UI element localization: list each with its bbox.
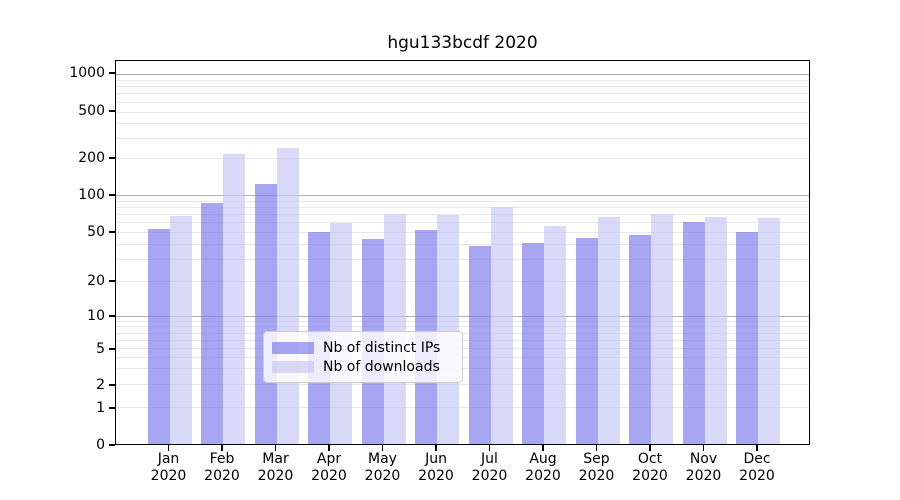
gridline-major <box>116 315 809 317</box>
legend-label-distinct-ips: Nb of distinct IPs <box>323 339 441 356</box>
gridline-minor <box>116 111 809 113</box>
y-tick-label: 0 <box>96 437 105 453</box>
legend-item-distinct-ips: Nb of distinct IPs <box>272 338 452 357</box>
x-tick-label-jun: Jun 2020 <box>418 451 454 484</box>
x-tick-label-oct: Oct 2020 <box>632 451 668 484</box>
y-tick-mark <box>109 157 115 159</box>
gridline-minor <box>116 137 809 139</box>
legend-swatch-distinct-ips <box>272 341 314 354</box>
gridline-minor <box>116 222 809 224</box>
gridline-minor <box>116 243 809 245</box>
x-tick-label-mar: Mar 2020 <box>257 451 294 484</box>
gridline-minor <box>116 326 809 328</box>
gridline-minor <box>116 320 809 322</box>
y-tick-mark <box>109 110 115 112</box>
gridline-minor <box>116 200 809 202</box>
bar-ips-jan <box>147 228 170 444</box>
bar-ips-feb <box>201 202 223 444</box>
x-tick-label-jan: Jan 2020 <box>150 451 187 484</box>
gridline-minor <box>116 207 809 209</box>
x-tick-mark <box>221 445 223 451</box>
bar-downloads-may <box>383 213 406 444</box>
x-tick-mark <box>488 445 491 451</box>
bar-ips-aug <box>522 242 544 444</box>
gridline-minor <box>116 280 809 282</box>
bar-downloads-mar <box>276 147 299 444</box>
gridline-major <box>116 195 809 197</box>
legend-label-downloads: Nb of downloads <box>323 358 440 375</box>
gridline-minor <box>116 214 809 216</box>
y-tick-mark <box>109 72 115 74</box>
gridline-minor <box>116 158 809 160</box>
y-tick-label: 5 <box>96 340 105 357</box>
y-tick-mark <box>109 444 115 446</box>
y-tick-label: 500 <box>78 103 105 119</box>
y-tick-mark <box>109 384 115 386</box>
y-tick-label: 200 <box>78 149 105 166</box>
x-tick-mark <box>435 445 437 451</box>
bar-ips-dec <box>736 232 758 444</box>
bar-downloads-jun <box>437 214 459 444</box>
bar-downloads-oct <box>651 213 673 444</box>
y-tick-mark <box>109 407 115 409</box>
x-tick-label-feb: Feb 2020 <box>204 451 240 484</box>
x-tick-mark <box>649 445 651 451</box>
x-tick-mark <box>328 445 330 451</box>
bar-ips-oct <box>629 235 651 444</box>
x-tick-mark <box>542 445 544 451</box>
bar-downloads-sep <box>597 217 620 444</box>
plot-area <box>115 60 810 445</box>
x-tick-mark <box>381 445 384 451</box>
gridline-minor <box>116 407 809 409</box>
y-tick-label: 10 <box>87 307 105 324</box>
y-tick-label: 1000 <box>69 65 105 81</box>
legend: Nb of distinct IPs Nb of downloads <box>263 331 463 383</box>
x-tick-mark <box>756 445 758 451</box>
bar-downloads-nov <box>704 217 727 444</box>
y-tick-mark <box>109 315 115 317</box>
x-tick-label-sep: Sep 2020 <box>578 451 615 484</box>
y-tick-mark <box>109 348 115 350</box>
x-tick-label-may: May 2020 <box>364 451 401 484</box>
y-tick-mark <box>109 280 115 282</box>
gridline-minor <box>116 259 809 261</box>
gridline-minor <box>116 86 809 88</box>
bar-ips-sep <box>575 237 598 444</box>
chart-title: hgu133bcdf 2020 <box>387 33 538 53</box>
bar-downloads-jul <box>490 207 513 444</box>
bar-downloads-feb <box>223 154 245 444</box>
bar-downloads-dec <box>758 217 780 444</box>
x-tick-mark <box>167 445 170 451</box>
x-tick-label-nov: Nov 2020 <box>685 451 722 484</box>
x-tick-label-jul: Jul 2020 <box>471 451 508 484</box>
bar-downloads-jan <box>169 216 192 444</box>
x-tick-label-dec: Dec 2020 <box>739 451 775 484</box>
x-tick-mark <box>595 445 598 451</box>
legend-swatch-downloads <box>272 360 314 373</box>
gridline-minor <box>116 101 809 103</box>
y-tick-label: 50 <box>87 224 105 241</box>
gridline-minor <box>116 93 809 95</box>
x-tick-mark <box>702 445 705 451</box>
gridline-minor <box>116 79 809 81</box>
bar-ips-nov <box>682 222 705 444</box>
bar-ips-mar <box>254 184 277 444</box>
bar-downloads-aug <box>544 225 566 444</box>
y-tick-mark <box>109 194 115 196</box>
gridline-major <box>116 73 809 75</box>
y-tick-label: 2 <box>96 377 105 394</box>
x-tick-mark <box>274 445 277 451</box>
y-tick-label: 100 <box>78 186 105 203</box>
gridline-minor <box>116 123 809 125</box>
y-tick-label: 1 <box>96 400 105 416</box>
y-tick-label: 20 <box>87 272 105 289</box>
gridline-minor <box>116 384 809 386</box>
x-tick-label-apr: Apr 2020 <box>311 451 347 484</box>
legend-item-downloads: Nb of downloads <box>272 357 452 376</box>
y-tick-mark <box>109 231 115 233</box>
x-tick-label-aug: Aug 2020 <box>525 451 561 484</box>
gridline-minor <box>116 232 809 234</box>
bar-ips-jul <box>468 245 491 444</box>
